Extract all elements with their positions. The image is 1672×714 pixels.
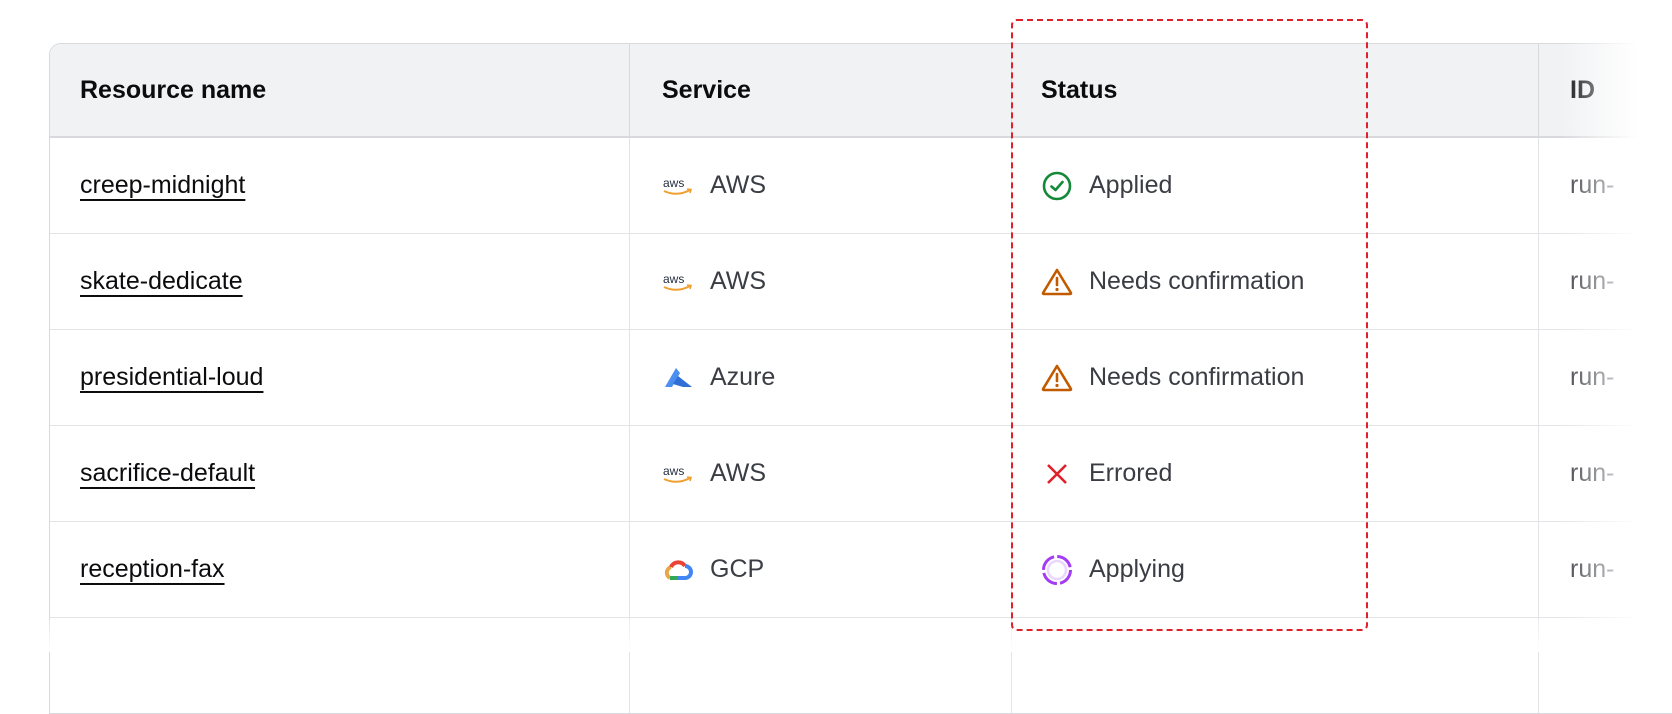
aws-logo-icon: aws xyxy=(662,172,694,200)
resource-name-cell: creep-midnight xyxy=(50,138,630,233)
resources-table: Resource name Service Status ID creep-mi… xyxy=(49,43,1672,714)
status-label: Needs confirmation xyxy=(1089,363,1305,391)
status-column-highlight xyxy=(1011,19,1368,631)
status-label: Applied xyxy=(1089,171,1173,199)
resource-name-cell: presidential-loud xyxy=(50,330,630,425)
table-row: presidential-loud Azure Needs confirmation… xyxy=(50,330,1672,426)
status-cell: Applied xyxy=(1012,138,1539,233)
service-label: AWS xyxy=(710,267,767,295)
status-cell: Errored xyxy=(1012,426,1539,521)
column-header-status[interactable]: Status xyxy=(1012,44,1539,136)
svg-text:aws: aws xyxy=(663,272,684,286)
warning-triangle-icon xyxy=(1041,268,1073,296)
table-row: sacrifice-defaultawsAWSErroredrun- xyxy=(50,426,1672,522)
service-label: GCP xyxy=(710,555,765,583)
status-cell: Needs confirmation xyxy=(1012,330,1539,425)
aws-logo-icon: aws xyxy=(662,268,694,296)
resource-name-cell: skate-dedicate xyxy=(50,234,630,329)
service-cell: aws AWS xyxy=(630,138,1012,233)
resource-name-link[interactable]: skate-dedicate xyxy=(80,267,243,295)
svg-text:aws: aws xyxy=(663,464,684,478)
service-cell: GCP xyxy=(630,522,1012,617)
aws-logo-icon: aws xyxy=(662,460,694,488)
resource-name-link[interactable]: reception-fax xyxy=(80,555,225,583)
service-cell: aws AWS xyxy=(630,234,1012,329)
warning-triangle-icon xyxy=(1041,364,1073,392)
scroll-fade xyxy=(1560,0,1672,652)
x-icon xyxy=(1041,460,1073,488)
status-cell: Needs confirmation xyxy=(1012,234,1539,329)
bottom-fade xyxy=(0,620,1672,652)
svg-text:aws: aws xyxy=(663,176,684,190)
service-label: Azure xyxy=(710,363,776,391)
resource-name-link[interactable]: creep-midnight xyxy=(80,171,246,199)
status-label: Needs confirmation xyxy=(1089,267,1305,295)
status-label: Errored xyxy=(1089,459,1173,487)
table-row: reception-faxGCPApplyingrun- xyxy=(50,522,1672,618)
resource-name-cell: sacrifice-default xyxy=(50,426,630,521)
resource-name-link[interactable]: presidential-loud xyxy=(80,363,264,391)
table-header: Resource name Service Status ID xyxy=(50,44,1672,138)
resource-name-link[interactable]: sacrifice-default xyxy=(80,459,256,487)
table-row: creep-midnightawsAWSAppliedrun- xyxy=(50,138,1672,234)
service-label: AWS xyxy=(710,459,767,487)
column-header-service[interactable]: Service xyxy=(630,44,1012,136)
column-header-resource-name[interactable]: Resource name xyxy=(50,44,630,136)
status-label: Applying xyxy=(1089,555,1185,583)
status-cell: Applying xyxy=(1012,522,1539,617)
gcp-logo-icon xyxy=(662,556,694,584)
azure-logo-icon xyxy=(662,364,694,392)
service-cell: Azure xyxy=(630,330,1012,425)
resource-name-cell: reception-fax xyxy=(50,522,630,617)
spinner-icon xyxy=(1041,554,1073,585)
service-cell: aws AWS xyxy=(630,426,1012,521)
service-label: AWS xyxy=(710,171,767,199)
check-circle-icon xyxy=(1041,171,1073,200)
